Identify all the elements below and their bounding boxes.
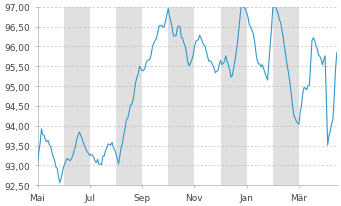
Bar xyxy=(64,8,90,185)
Bar xyxy=(116,8,142,185)
Bar xyxy=(168,8,194,185)
Bar xyxy=(221,8,247,185)
Bar xyxy=(273,8,299,185)
